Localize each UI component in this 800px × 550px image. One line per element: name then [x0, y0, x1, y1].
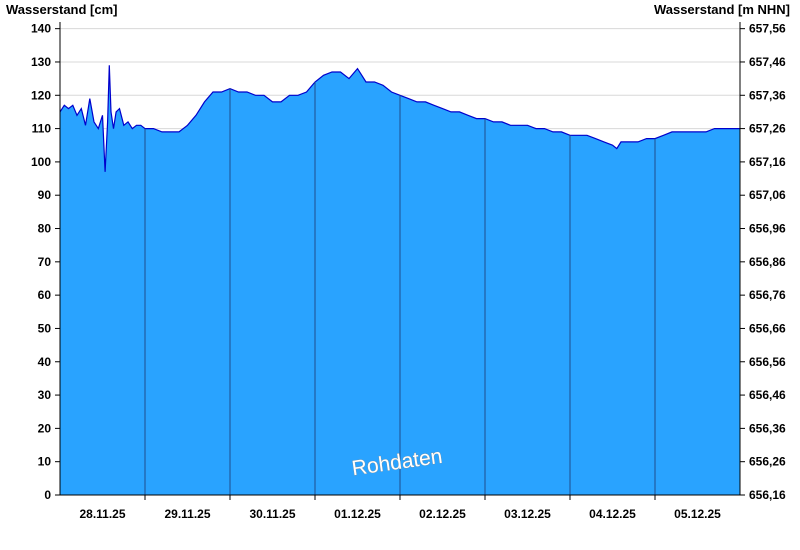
y-right-tick-label: 656,96 — [749, 222, 786, 236]
y-right-tick-label: 656,56 — [749, 355, 786, 369]
y-right-tick-label: 657,46 — [749, 55, 786, 69]
x-tick-label: 29.11.25 — [164, 507, 210, 521]
y-left-tick-label: 30 — [38, 388, 52, 402]
y-left-tick-label: 20 — [38, 421, 52, 435]
series-line — [59, 65, 740, 172]
y-right-tick-label: 656,26 — [749, 455, 786, 469]
y-right-tick-label: 657,36 — [749, 88, 786, 102]
y-right-tick-label: 657,06 — [749, 188, 786, 202]
x-tick-label: 04.12.25 — [589, 507, 636, 521]
y-left-tick-label: 100 — [31, 155, 51, 169]
y-right-tick-label: 656,66 — [749, 321, 786, 335]
y-left-tick-label: 10 — [38, 455, 52, 469]
y-right-tick-label: 657,56 — [749, 22, 786, 36]
x-tick-label: 01.12.25 — [334, 507, 381, 521]
y-right-tick-label: 657,26 — [749, 122, 786, 136]
x-axis-ticks: 28.11.25 29.11.25 30.11.25 01.12.25 02.12.25… — [79, 495, 721, 521]
y-left-tick-label: 110 — [32, 122, 52, 136]
y-right-tick-label: 656,46 — [749, 388, 786, 402]
x-tick-label: 28.11.25 — [79, 507, 125, 521]
y-left-tick-label: 50 — [38, 321, 52, 335]
y-right-tick-label: 656,76 — [749, 288, 786, 302]
x-tick-label: 02.12.25 — [419, 507, 466, 521]
y-left-tick-label: 90 — [38, 188, 52, 202]
x-tick-label: 30.11.25 — [249, 507, 295, 521]
y-left-tick-label: 0 — [44, 488, 51, 502]
y-left-tick-label: 40 — [38, 355, 52, 369]
y-axis-left-ticks: 0 10 20 30 40 50 60 70 80 90 100 110 120 130 140 — [31, 22, 60, 502]
x-tick-label: 05.12.25 — [674, 507, 721, 521]
y-left-tick-label: 140 — [31, 22, 51, 36]
x-tick-label: 03.12.25 — [504, 507, 551, 521]
y-right-tick-label: 657,16 — [749, 155, 786, 169]
y-axis-left-title: Wasserstand [cm] — [6, 2, 118, 17]
y-right-tick-label: 656,16 — [749, 488, 786, 502]
y-left-tick-label: 80 — [38, 222, 52, 236]
y-left-tick-label: 120 — [31, 88, 51, 102]
y-left-tick-label: 130 — [31, 55, 51, 69]
y-right-tick-label: 656,86 — [749, 255, 786, 269]
y-left-tick-label: 60 — [38, 288, 52, 302]
day-separators — [144, 81, 656, 495]
y-axis-right-title: Wasserstand [m NHN] — [654, 2, 790, 17]
y-right-tick-label: 656,36 — [749, 421, 786, 435]
y-axis-right-ticks: 656,16 656,26 656,36 656,46 656,56 656,66 656,… — [740, 22, 786, 502]
y-left-tick-label: 70 — [38, 255, 52, 269]
